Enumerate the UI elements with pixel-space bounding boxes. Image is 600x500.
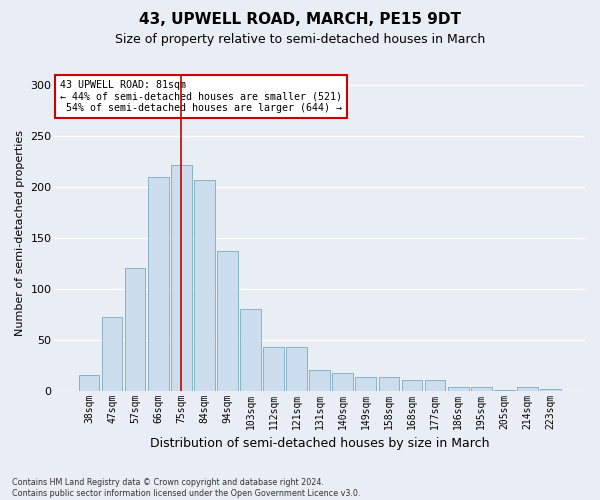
Text: 43, UPWELL ROAD, MARCH, PE15 9DT: 43, UPWELL ROAD, MARCH, PE15 9DT bbox=[139, 12, 461, 28]
Bar bbox=[332, 374, 353, 390]
Bar bbox=[425, 380, 445, 390]
Text: 43 UPWELL ROAD: 81sqm
← 44% of semi-detached houses are smaller (521)
 54% of se: 43 UPWELL ROAD: 81sqm ← 44% of semi-deta… bbox=[60, 80, 342, 113]
X-axis label: Distribution of semi-detached houses by size in March: Distribution of semi-detached houses by … bbox=[150, 437, 490, 450]
Bar bbox=[448, 386, 469, 390]
Bar bbox=[101, 318, 122, 390]
Y-axis label: Number of semi-detached properties: Number of semi-detached properties bbox=[15, 130, 25, 336]
Text: Size of property relative to semi-detached houses in March: Size of property relative to semi-detach… bbox=[115, 32, 485, 46]
Bar bbox=[79, 376, 100, 390]
Bar bbox=[217, 251, 238, 390]
Bar bbox=[125, 268, 145, 390]
Bar bbox=[540, 388, 561, 390]
Bar bbox=[310, 370, 330, 390]
Bar bbox=[355, 378, 376, 390]
Bar bbox=[148, 177, 169, 390]
Bar bbox=[401, 380, 422, 390]
Bar bbox=[517, 386, 538, 390]
Bar bbox=[194, 180, 215, 390]
Bar bbox=[263, 347, 284, 391]
Bar bbox=[379, 378, 400, 390]
Bar bbox=[171, 164, 191, 390]
Bar bbox=[471, 386, 491, 390]
Bar bbox=[240, 309, 261, 390]
Text: Contains HM Land Registry data © Crown copyright and database right 2024.
Contai: Contains HM Land Registry data © Crown c… bbox=[12, 478, 361, 498]
Bar bbox=[286, 347, 307, 391]
